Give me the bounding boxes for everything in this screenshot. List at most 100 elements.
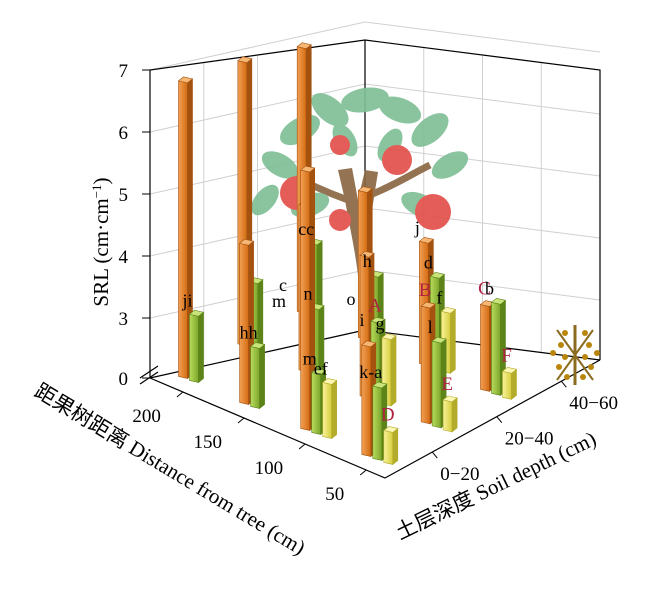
bar-side-face — [511, 368, 517, 400]
x-tick-mark — [298, 443, 306, 450]
bar-top-face — [420, 301, 436, 309]
gridline-right-7 — [364, 21, 601, 53]
bar-top-face — [501, 366, 518, 374]
significance-letter: m — [303, 348, 317, 368]
bar-top-face — [361, 340, 377, 348]
y-axis-unit-superscript: −1 — [89, 184, 104, 198]
x-tick-mark — [237, 417, 245, 424]
significance-letter: h — [363, 251, 372, 271]
bar-top-face — [311, 368, 327, 375]
z-tick-label: 40−60 — [569, 393, 618, 414]
bar-top-face — [370, 316, 386, 324]
gridline-left-7 — [149, 21, 366, 71]
bar-front-face — [491, 301, 501, 396]
significance-letter: j — [414, 217, 420, 237]
y-tick-label: 5 — [119, 185, 129, 206]
bar — [188, 309, 205, 384]
y-tick-label: 3 — [119, 309, 129, 330]
bar-front-face — [502, 370, 512, 400]
y-axis-title: SRL (cm·cm−1) — [89, 177, 114, 306]
bar — [300, 165, 316, 432]
significance-letter: ef — [314, 358, 328, 378]
y-tick-label: 4 — [119, 247, 129, 268]
bar-front-face — [322, 382, 333, 439]
root-system-icon — [550, 325, 600, 385]
significance-letter: ji — [181, 290, 192, 310]
bar-top-face — [322, 378, 338, 385]
significance-group-letter: A — [368, 295, 382, 316]
bar-side-face — [198, 311, 204, 384]
bar-top-face — [429, 271, 446, 279]
bar-top-face — [177, 76, 194, 84]
significance-group-letter: F — [501, 345, 512, 366]
bar-top-face — [300, 165, 316, 173]
bar-top-face — [249, 342, 266, 349]
bar-top-face — [296, 42, 312, 50]
significance-letter: k-a — [359, 362, 382, 382]
z-axis-ticks: 0−20 20−40 40−60 — [431, 380, 618, 485]
bar-front-face — [442, 399, 453, 433]
bar-side-face — [450, 308, 456, 374]
significance-letter: g — [376, 314, 385, 334]
bar-top-face — [238, 238, 255, 246]
bar-top-face — [490, 297, 507, 305]
x-tick-mark — [176, 391, 184, 398]
bar-top-face — [431, 336, 447, 344]
significance-letter: o — [347, 289, 356, 309]
bar — [249, 342, 266, 410]
significance-letter: d — [424, 252, 433, 272]
bars-group — [177, 42, 518, 466]
bar-top-face — [188, 309, 205, 317]
bar-top-face — [383, 426, 399, 433]
bar-top-face — [357, 186, 373, 193]
x-tick-label: 50 — [325, 484, 344, 505]
bar — [322, 378, 338, 440]
significance-letter: hh — [240, 322, 258, 342]
bar-front-face — [250, 346, 260, 409]
significance-group-letter: C — [478, 279, 491, 300]
bar-side-face — [451, 397, 458, 433]
bar-top-face — [442, 395, 458, 403]
bar-side-face — [259, 343, 265, 410]
bar-top-face — [359, 250, 375, 258]
bar — [442, 395, 458, 433]
significance-letter: c — [279, 275, 287, 295]
z-tick-mark — [496, 416, 503, 423]
bar-front-face — [431, 340, 442, 429]
bar-front-face — [178, 80, 188, 379]
bar — [177, 76, 194, 380]
x-tick-label: 100 — [255, 458, 284, 479]
significance-group-letter: B — [419, 280, 432, 301]
significance-letter: b — [485, 278, 494, 298]
bar-top-face — [237, 56, 253, 64]
x-axis-ticks: 200 150 100 50 — [132, 391, 367, 505]
significance-letter: f — [436, 287, 442, 307]
y-axis-break-mark — [139, 365, 159, 379]
significance-letter: m — [272, 291, 286, 311]
z-tick-mark — [431, 451, 438, 459]
bar-top-face — [372, 381, 388, 389]
bar-side-face — [390, 335, 397, 407]
tree-branch-right — [368, 161, 432, 199]
bar-front-face — [189, 313, 199, 383]
bar-side-face — [257, 279, 264, 351]
floor-frame — [149, 359, 601, 479]
significance-group-letter: D — [381, 404, 395, 425]
bar — [383, 426, 399, 466]
bar-front-face — [311, 372, 322, 435]
significance-letter: l — [428, 317, 433, 337]
y-axis-ticks: 0 3 4 5 6 7 — [119, 61, 150, 390]
significance-letter: n — [303, 284, 312, 304]
bar-top-face — [381, 333, 397, 341]
bar — [501, 366, 518, 400]
bar-front-face — [383, 430, 394, 465]
x-tick-label: 200 — [132, 406, 161, 427]
y-tick-label: 7 — [119, 61, 129, 82]
x-tick-label: 150 — [194, 432, 223, 453]
bar-top-face — [418, 236, 435, 244]
y-tick-label: 6 — [119, 123, 129, 144]
z-tick-label: 0−20 — [440, 464, 479, 485]
